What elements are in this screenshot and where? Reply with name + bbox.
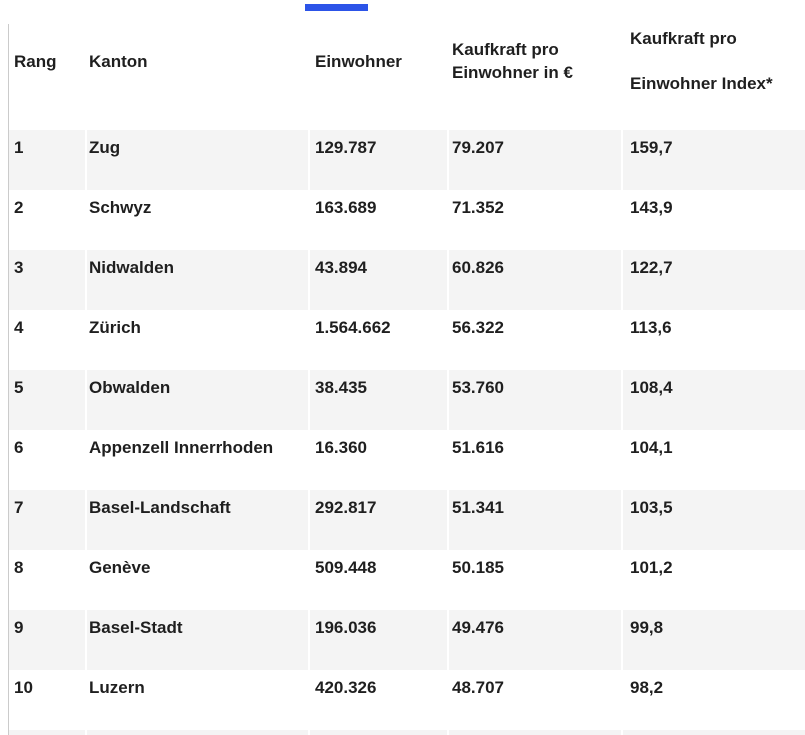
table-row: 6 Appenzell Innerrhoden 16.360 51.616 10… <box>9 430 805 490</box>
cell-einwohner: 43.894 <box>310 250 449 310</box>
cell-rang: 6 <box>9 430 87 490</box>
cell-kanton: Appenzell Innerrhoden <box>87 430 310 490</box>
cell-kaufkraft-eur: 51.341 <box>449 490 623 550</box>
cell-kanton: Luzern <box>87 670 310 730</box>
cell-kaufkraft-eur: 48.707 <box>449 670 623 730</box>
column-header-kaufkraft-pro-einwohner-index: Kaufkraft pro Einwohner Index* <box>623 24 805 130</box>
cell-kaufkraft-index: 98,2 <box>623 670 805 730</box>
cell-einwohner: 292.817 <box>310 490 449 550</box>
cell-kanton: Obwalden <box>87 370 310 430</box>
cell-kaufkraft-eur: 50.185 <box>449 550 623 610</box>
column-header-einwohner: Einwohner <box>310 24 449 130</box>
cell-kaufkraft-index: 108,4 <box>623 370 805 430</box>
cell-rang: 4 <box>9 310 87 370</box>
kaufkraft-table: Rang Kanton Einwohner Kaufkraft pro Einw… <box>9 24 805 735</box>
cell-kaufkraft-eur: 51.616 <box>449 430 623 490</box>
column-header-label: Kanton <box>89 51 148 71</box>
cell-einwohner: 509.448 <box>310 550 449 610</box>
cell-kanton: Genève <box>87 550 310 610</box>
column-header-kanton: Kanton <box>87 24 310 130</box>
column-header-label: Einwohner <box>315 51 402 71</box>
column-header-label-line2: Einwohner in € <box>452 63 573 82</box>
cell-kaufkraft-index: 101,2 <box>623 550 805 610</box>
table-row: 4 Zürich 1.564.662 56.322 113,6 <box>9 310 805 370</box>
cell-rang: 5 <box>9 370 87 430</box>
cell-kaufkraft-index: 159,7 <box>623 130 805 190</box>
cell-einwohner: 16.360 <box>310 430 449 490</box>
cell-kaufkraft-eur: 71.352 <box>449 190 623 250</box>
column-header-label: Rang <box>14 51 57 71</box>
cell-einwohner: 163.689 <box>310 190 449 250</box>
cell-kaufkraft-eur: 53.760 <box>449 370 623 430</box>
table-row: 5 Obwalden 38.435 53.760 108,4 <box>9 370 805 430</box>
column-header-kaufkraft-pro-einwohner-eur: Kaufkraft pro Einwohner in € <box>449 24 623 130</box>
cell-kaufkraft-index: 99,8 <box>623 610 805 670</box>
column-header-label-line1: Kaufkraft pro <box>452 40 559 59</box>
column-header-label-line2: Einwohner Index* <box>630 74 773 93</box>
cell-kaufkraft-index: 104,1 <box>623 430 805 490</box>
table-row-partial <box>9 730 805 735</box>
cell-kaufkraft-eur: 79.207 <box>449 130 623 190</box>
cell-kaufkraft-index: 113,6 <box>623 310 805 370</box>
cell-einwohner: 129.787 <box>310 130 449 190</box>
cell-kanton: Nidwalden <box>87 250 310 310</box>
cell-rang: 3 <box>9 250 87 310</box>
cell-kanton: Zug <box>87 130 310 190</box>
table-row: 7 Basel-Landschaft 292.817 51.341 103,5 <box>9 490 805 550</box>
cell-einwohner: 420.326 <box>310 670 449 730</box>
column-header-rang: Rang <box>9 24 87 130</box>
cell-einwohner: 1.564.662 <box>310 310 449 370</box>
cell-kaufkraft-eur: 60.826 <box>449 250 623 310</box>
cell-rang: 7 <box>9 490 87 550</box>
cell-rang: 10 <box>9 670 87 730</box>
cell-kaufkraft-index: 103,5 <box>623 490 805 550</box>
table-row: 1 Zug 129.787 79.207 159,7 <box>9 130 805 190</box>
cell-kanton: Schwyz <box>87 190 310 250</box>
cell-rang: 2 <box>9 190 87 250</box>
cell-rang: 9 <box>9 610 87 670</box>
active-tab-indicator[interactable] <box>305 4 368 11</box>
column-header-label-line1: Kaufkraft pro <box>630 29 737 48</box>
cell-kaufkraft-eur: 56.322 <box>449 310 623 370</box>
kaufkraft-table-container: Rang Kanton Einwohner Kaufkraft pro Einw… <box>8 24 805 735</box>
cell-kanton: Basel-Landschaft <box>87 490 310 550</box>
table-row: 3 Nidwalden 43.894 60.826 122,7 <box>9 250 805 310</box>
table-row: 9 Basel-Stadt 196.036 49.476 99,8 <box>9 610 805 670</box>
cell-einwohner: 38.435 <box>310 370 449 430</box>
cell-kanton: Basel-Stadt <box>87 610 310 670</box>
table-row: 2 Schwyz 163.689 71.352 143,9 <box>9 190 805 250</box>
table-row: 10 Luzern 420.326 48.707 98,2 <box>9 670 805 730</box>
cell-kaufkraft-eur: 49.476 <box>449 610 623 670</box>
cell-rang: 1 <box>9 130 87 190</box>
table-row: 8 Genève 509.448 50.185 101,2 <box>9 550 805 610</box>
cell-kanton: Zürich <box>87 310 310 370</box>
cell-rang: 8 <box>9 550 87 610</box>
cell-kaufkraft-index: 122,7 <box>623 250 805 310</box>
cell-kaufkraft-index: 143,9 <box>623 190 805 250</box>
table-header-row: Rang Kanton Einwohner Kaufkraft pro Einw… <box>9 24 805 130</box>
cell-einwohner: 196.036 <box>310 610 449 670</box>
